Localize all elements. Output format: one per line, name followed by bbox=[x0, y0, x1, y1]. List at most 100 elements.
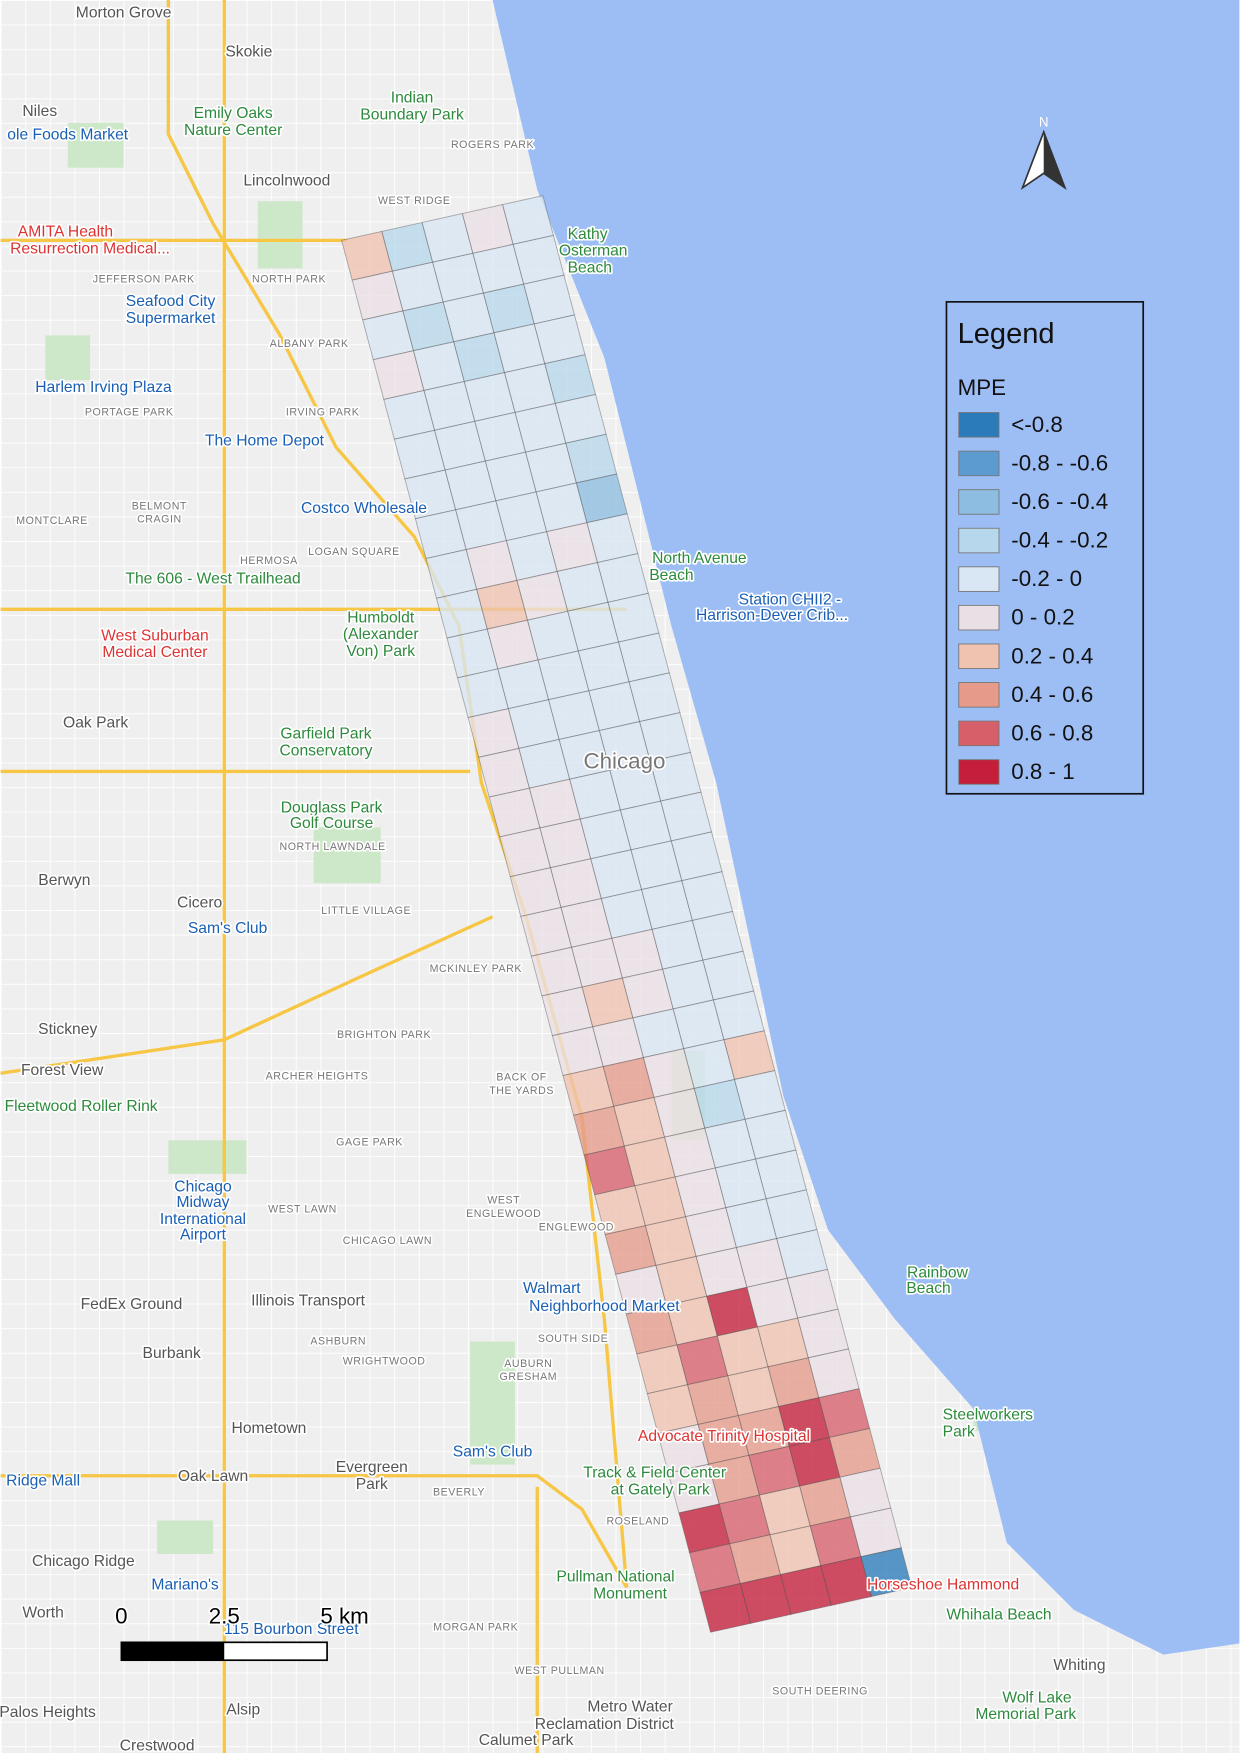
place-label: Beach bbox=[906, 1280, 950, 1297]
place-label: Morton Grove bbox=[76, 5, 172, 22]
place-label: Worth bbox=[22, 1604, 63, 1621]
place-label: Metro Water bbox=[587, 1698, 672, 1715]
legend-swatch bbox=[958, 604, 1000, 631]
place-label: ENGLEWOOD bbox=[539, 1221, 614, 1233]
mpe-grid bbox=[341, 195, 913, 1633]
place-label: Palos Heights bbox=[0, 1704, 96, 1721]
place-label: Berwyn bbox=[38, 872, 90, 889]
place-label: Illinois Transport bbox=[251, 1292, 366, 1309]
place-label: MONTCLARE bbox=[16, 515, 88, 527]
place-label: Medical Center bbox=[102, 644, 207, 661]
place-label: Douglass Park bbox=[281, 799, 383, 816]
place-label: Sam's Club bbox=[188, 920, 268, 937]
legend-swatch bbox=[958, 643, 1000, 670]
legend-label: 0.2 - 0.4 bbox=[1011, 643, 1093, 668]
place-labels: Morton Grove Skokie Niles Emily OaksNature … bbox=[0, 3, 1107, 1753]
place-label: ARCHER HEIGHTS bbox=[266, 1070, 369, 1082]
place-label: Rainbow bbox=[907, 1265, 969, 1282]
place-label: Pullman National bbox=[556, 1569, 674, 1586]
legend-label: -0.2 - 0 bbox=[1011, 566, 1082, 591]
place-label: Kathy bbox=[568, 226, 608, 243]
place-label: BRIGHTON PARK bbox=[337, 1029, 431, 1041]
north-arrow: N bbox=[1020, 115, 1067, 191]
place-label: WEST bbox=[487, 1195, 520, 1207]
place-label: Sam's Club bbox=[453, 1443, 533, 1460]
place-label: JEFFERSON PARK bbox=[93, 273, 195, 285]
place-label: Track & Field Center bbox=[583, 1465, 726, 1482]
legend: Legend MPE <-0.8 -0.8 - -0.6 -0.6 - -0.4 -0… bbox=[945, 301, 1145, 795]
legend-swatch bbox=[958, 450, 1000, 477]
place-label: Station CHII2 - bbox=[739, 591, 842, 608]
place-label: Advocate Trinity Hospital bbox=[638, 1428, 810, 1445]
place-label: West Suburban bbox=[101, 627, 209, 644]
place-label: CHICAGO LAWN bbox=[343, 1235, 432, 1247]
place-label: Forest View bbox=[21, 1062, 104, 1079]
place-label: Garfield Park bbox=[280, 726, 371, 743]
place-label: Osterman bbox=[559, 243, 628, 260]
place-label: Niles bbox=[22, 103, 57, 120]
place-label: GAGE PARK bbox=[336, 1136, 403, 1148]
legend-swatch bbox=[958, 759, 1000, 785]
place-label: Alsip bbox=[226, 1702, 260, 1719]
place-label: CRAGIN bbox=[137, 514, 182, 526]
place-label: Costco Wholesale bbox=[301, 500, 427, 517]
place-label: Monument bbox=[593, 1585, 668, 1602]
place-label: Hometown bbox=[232, 1420, 307, 1437]
place-label: WEST LAWN bbox=[268, 1203, 337, 1215]
legend-swatch bbox=[958, 412, 1000, 438]
place-label: BELMONT bbox=[132, 500, 187, 512]
place-label: The Home Depot bbox=[205, 433, 325, 450]
place-label: Ridge Mall bbox=[6, 1472, 80, 1489]
legend-label: 0.8 - 1 bbox=[1011, 759, 1074, 784]
place-label: The 606 - West Trailhead bbox=[125, 570, 300, 587]
place-label: Harrison-Dever Crib... bbox=[696, 607, 848, 624]
place-label: BEVERLY bbox=[433, 1486, 485, 1498]
place-label: Airport bbox=[180, 1227, 227, 1244]
legend-swatch bbox=[958, 682, 1000, 708]
legend-label: 0.6 - 0.8 bbox=[1011, 720, 1093, 745]
legend-label: 0 - 0.2 bbox=[1011, 605, 1074, 630]
legend-label: -0.8 - -0.6 bbox=[1011, 450, 1108, 475]
place-label: Beach bbox=[568, 259, 612, 276]
place-label: ENGLEWOOD bbox=[466, 1208, 541, 1220]
place-label: Von) Park bbox=[346, 643, 415, 660]
place-label: Conservatory bbox=[279, 742, 372, 759]
legend-label: <-0.8 bbox=[1011, 412, 1063, 437]
place-label: ROSELAND bbox=[606, 1515, 669, 1527]
place-label: PORTAGE PARK bbox=[85, 406, 174, 418]
place-label: Chicago Ridge bbox=[32, 1553, 135, 1570]
place-label: MCKINLEY PARK bbox=[430, 963, 522, 975]
place-label: Whiting bbox=[1053, 1657, 1105, 1674]
legend-title: Legend bbox=[958, 318, 1055, 350]
place-label: Calumet Park bbox=[479, 1732, 574, 1749]
legend-label: 0.4 - 0.6 bbox=[1011, 682, 1093, 707]
place-label: ALBANY PARK bbox=[270, 338, 349, 350]
place-label: Walmart bbox=[523, 1280, 581, 1297]
place-label: AUBURN bbox=[504, 1358, 552, 1370]
place-label: Humboldt bbox=[347, 609, 415, 626]
place-label: Skokie bbox=[225, 44, 272, 61]
north-label: N bbox=[1039, 115, 1049, 130]
scale-bar-fill bbox=[121, 1642, 225, 1661]
place-label: Fleetwood Roller Rink bbox=[5, 1098, 158, 1115]
place-label: SOUTH SIDE bbox=[538, 1333, 608, 1345]
place-label: LITTLE VILLAGE bbox=[321, 905, 411, 917]
grid-cell bbox=[860, 1547, 913, 1598]
place-label: Chicago bbox=[583, 748, 665, 773]
legend-swatch bbox=[958, 566, 1000, 592]
place-label: Stickney bbox=[38, 1021, 97, 1038]
place-label: Seafood City bbox=[126, 293, 216, 310]
place-label: (Alexander bbox=[343, 626, 419, 643]
place-label: Steelworkers bbox=[943, 1407, 1034, 1424]
legend-swatch bbox=[958, 527, 1000, 554]
place-label: LOGAN SQUARE bbox=[308, 546, 400, 558]
place-label: ROGERS PARK bbox=[451, 139, 534, 151]
place-label: North Avenue bbox=[652, 550, 747, 567]
place-label: Evergreen bbox=[336, 1459, 408, 1476]
legend-label: -0.6 - -0.4 bbox=[1011, 489, 1108, 514]
scale-bar: 0 2.5 5 km bbox=[113, 1602, 370, 1662]
place-label: Oak Park bbox=[63, 714, 128, 731]
place-label: FedEx Ground bbox=[81, 1296, 183, 1313]
